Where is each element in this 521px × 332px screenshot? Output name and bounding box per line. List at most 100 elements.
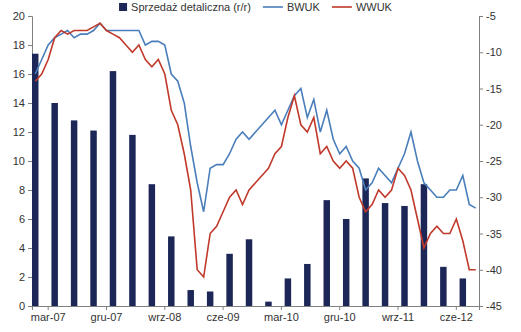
- tick-label: -20: [486, 119, 502, 131]
- tick: 8: [19, 184, 32, 196]
- tick-mark: [28, 103, 32, 104]
- axis-line: [28, 17, 33, 307]
- bar: [324, 200, 330, 306]
- bar: [440, 267, 446, 306]
- tick-mark: [479, 89, 483, 90]
- bar: [149, 184, 155, 306]
- tick: -5: [479, 10, 496, 22]
- bar-series: [32, 54, 466, 306]
- tick-mark: [479, 270, 483, 271]
- tick-label: -35: [486, 228, 502, 240]
- legend-label: WWUK: [356, 1, 393, 13]
- legend-swatch: [263, 6, 283, 8]
- y-axis: 02468101214161820: [13, 10, 33, 312]
- tick: -25: [479, 155, 502, 167]
- tick-mark: [28, 306, 32, 307]
- bar: [51, 103, 57, 306]
- tick-mark: [456, 306, 457, 310]
- tick-mark: [28, 219, 32, 220]
- tick-label: 0: [19, 300, 25, 312]
- tick-mark: [479, 234, 483, 235]
- bar: [285, 278, 291, 306]
- tick: 10: [13, 155, 32, 167]
- tick-label: 20: [13, 10, 25, 22]
- tick-label: -15: [486, 83, 502, 95]
- bar: [207, 292, 213, 307]
- bar: [32, 54, 38, 306]
- tick-mark: [479, 197, 483, 198]
- tick: 20: [13, 10, 32, 22]
- tick-label: mar-10: [264, 311, 299, 323]
- tick: 4: [19, 242, 32, 254]
- tick-label: -45: [486, 300, 502, 312]
- bar: [343, 219, 349, 306]
- tick-mark: [28, 248, 32, 249]
- bar: [129, 135, 135, 306]
- tick: gru-07: [91, 306, 123, 323]
- tick-mark: [28, 277, 32, 278]
- bar: [382, 203, 388, 306]
- tick: wrz-08: [147, 306, 181, 323]
- bar: [226, 254, 232, 306]
- tick-label: -5: [486, 10, 496, 22]
- legend-swatch: [119, 3, 127, 11]
- legend-label: BWUK: [287, 1, 321, 13]
- tick-label: mar-07: [31, 311, 66, 323]
- bar: [110, 71, 116, 306]
- x-axis: mar-07 gru-07 wrz-08 cze-09 mar-10 gru-10 wrz-…: [31, 306, 480, 323]
- tick-label: gru-10: [324, 311, 356, 323]
- tick-label: 10: [13, 155, 25, 167]
- tick: -40: [479, 264, 502, 276]
- tick-mark: [223, 306, 224, 310]
- bar: [246, 239, 252, 306]
- tick: -15: [479, 83, 502, 95]
- legend-item: WWUK: [332, 1, 393, 13]
- tick-label: 8: [19, 184, 25, 196]
- tick: gru-10: [324, 306, 356, 323]
- plot-area: [32, 23, 476, 306]
- tick-label: wrz-11: [381, 311, 414, 323]
- bar: [90, 131, 96, 306]
- tick-mark: [48, 306, 49, 310]
- tick-label: gru-07: [91, 311, 123, 323]
- tick-label: cze-09: [207, 311, 240, 323]
- tick: -20: [479, 119, 502, 131]
- bar: [168, 236, 174, 306]
- y2-axis: -45-40-35-30-25-20-15-10-5: [479, 10, 502, 312]
- bar: [187, 290, 193, 306]
- bar: [362, 178, 368, 306]
- tick: cze-12: [440, 306, 473, 323]
- tick-label: 12: [13, 126, 25, 138]
- tick: mar-07: [31, 306, 66, 323]
- tick-mark: [28, 16, 32, 17]
- bar: [71, 120, 77, 306]
- tick-mark: [398, 306, 399, 310]
- tick-label: 6: [19, 213, 25, 225]
- tick-label: -30: [486, 191, 502, 203]
- axis-line: [33, 307, 480, 311]
- tick-mark: [28, 161, 32, 162]
- tick-mark: [281, 306, 282, 310]
- chart: 02468101214161820-45-40-35-30-25-20-15-1…: [0, 0, 521, 332]
- tick-label: wrz-08: [147, 311, 181, 323]
- tick: 18: [13, 39, 32, 51]
- tick-mark: [164, 306, 165, 310]
- bar: [401, 206, 407, 306]
- bar: [460, 278, 466, 306]
- tick-label: 4: [19, 242, 25, 254]
- tick: 2: [19, 271, 32, 283]
- legend: Sprzedaż detaliczna (r/r)BWUKWWUK: [119, 1, 393, 13]
- tick: wrz-11: [381, 306, 414, 323]
- tick: -35: [479, 228, 502, 240]
- line: [35, 23, 476, 277]
- tick-mark: [339, 306, 340, 310]
- legend-item: BWUK: [263, 1, 321, 13]
- tick-mark: [479, 125, 483, 126]
- tick-mark: [28, 132, 32, 133]
- tick-label: -40: [486, 264, 502, 276]
- bar: [265, 302, 271, 306]
- tick: 16: [13, 68, 32, 80]
- tick-mark: [28, 190, 32, 191]
- tick: mar-10: [264, 306, 299, 323]
- tick-label: cze-12: [440, 311, 473, 323]
